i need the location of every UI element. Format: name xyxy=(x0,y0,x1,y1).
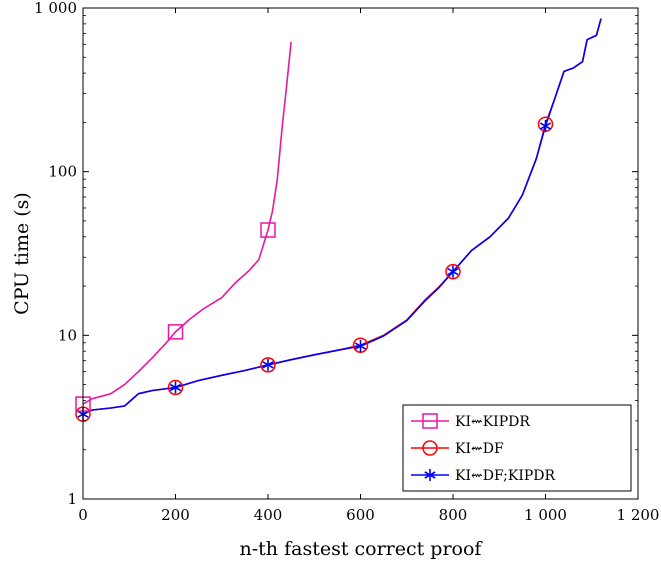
series-0-marker xyxy=(167,379,184,396)
y-tick-label: 100 xyxy=(48,163,77,181)
y-tick-label: 1 000 xyxy=(34,0,77,17)
legend-marker xyxy=(422,413,438,429)
y-axis-label: CPU time (s) xyxy=(11,192,33,315)
x-tick-label: 400 xyxy=(254,506,283,524)
x-tick-label: 600 xyxy=(346,506,375,524)
legend-marker xyxy=(424,469,436,481)
series-1-marker xyxy=(539,120,552,133)
x-tick-label: 1 200 xyxy=(617,506,660,524)
series-line-2 xyxy=(82,41,292,405)
y-tick-label: 10 xyxy=(58,326,77,344)
series-1-marker xyxy=(169,381,182,394)
series-line-1 xyxy=(82,18,602,415)
x-axis-label: n-th fastest correct proof xyxy=(240,538,484,560)
legend-label: KI⇜DF;KIPDR xyxy=(455,468,556,484)
series-2-marker xyxy=(260,222,276,238)
legend-marker xyxy=(422,440,438,456)
legend-label: KI⇜KIPDR xyxy=(455,414,530,430)
series-line-0 xyxy=(82,18,602,415)
legend-label: KI⇜DF xyxy=(455,441,504,457)
x-tick-label: 200 xyxy=(161,506,190,524)
series-2-marker xyxy=(167,324,184,340)
series-0-marker xyxy=(260,357,276,373)
x-tick-label: 0 xyxy=(78,506,88,524)
x-tick-label: 800 xyxy=(439,506,468,524)
series-1-marker xyxy=(447,265,459,278)
series-1-marker xyxy=(262,358,274,371)
series-0-marker xyxy=(352,337,369,353)
series-0-marker xyxy=(445,263,461,280)
x-tick-label: 1 000 xyxy=(524,506,567,524)
y-tick-label: 1 xyxy=(67,490,77,508)
series-1-marker xyxy=(354,340,367,353)
legend: KI⇜KIPDR KI⇜DF KI⇜DF;KIPDR xyxy=(402,404,632,492)
